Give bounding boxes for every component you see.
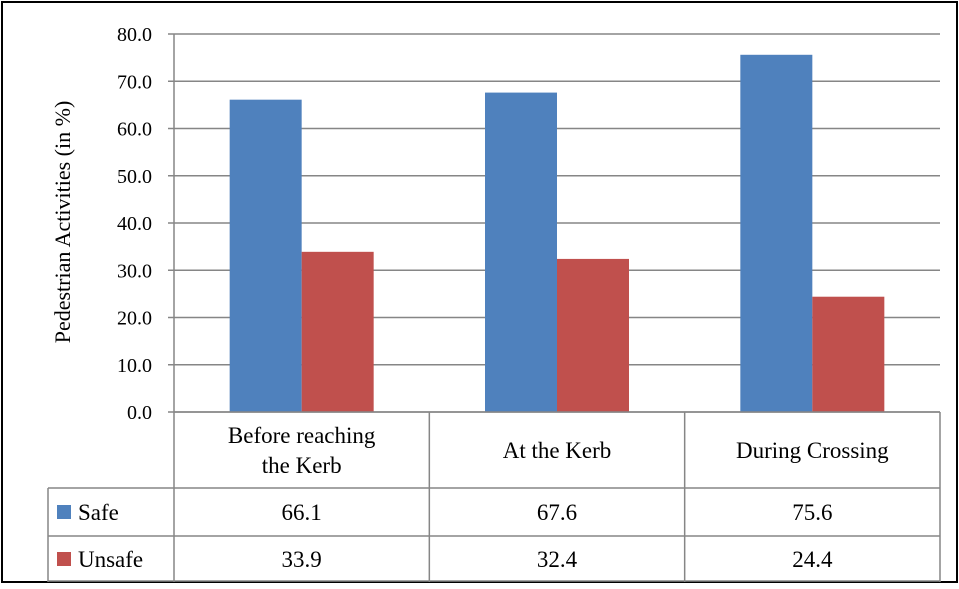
data-label: 33.9 [282,547,322,572]
y-tick-label: 50.0 [117,166,152,188]
data-label: 66.1 [282,500,322,525]
legend-key-unsafe [57,552,71,566]
y-tick-label: 10.0 [117,355,152,377]
y-tick-label: 0.0 [127,402,152,424]
bar-unsafe-2 [557,258,629,412]
y-tick-label: 70.0 [117,71,152,93]
legend-key-safe [57,505,71,519]
bar-unsafe-1 [301,251,374,412]
y-tick-label: 20.0 [117,308,152,330]
data-label: 32.4 [537,547,578,572]
category-label: At the Kerb [503,438,612,463]
y-tick-label: 80.0 [117,24,152,46]
legend-label-safe: Safe [78,500,119,525]
bar-safe-2 [485,92,557,412]
category-label: the Kerb [262,453,342,478]
y-tick-label: 60.0 [117,119,152,141]
bars [229,54,885,413]
category-label: Before reaching [228,423,376,448]
data-table: Before reaching the Kerb At the Kerb During… [47,411,941,582]
y-tick-labels: 0.0 10.0 20.0 30.0 40.0 50.0 60.0 70.0 80.0 [117,24,152,424]
legend-label-unsafe: Unsafe [78,547,143,572]
data-label: 75.6 [792,500,832,525]
bar-unsafe-3 [812,296,885,412]
bar-safe-3 [740,54,813,412]
y-tick-label: 30.0 [117,260,152,282]
bar-safe-1 [229,99,302,413]
category-label: During Crossing [736,438,889,463]
data-label: 67.6 [537,500,577,525]
y-axis-label: Pedestrian Activities (in %) [50,101,75,344]
y-tick-label: 40.0 [117,213,152,235]
data-label: 24.4 [792,547,833,572]
